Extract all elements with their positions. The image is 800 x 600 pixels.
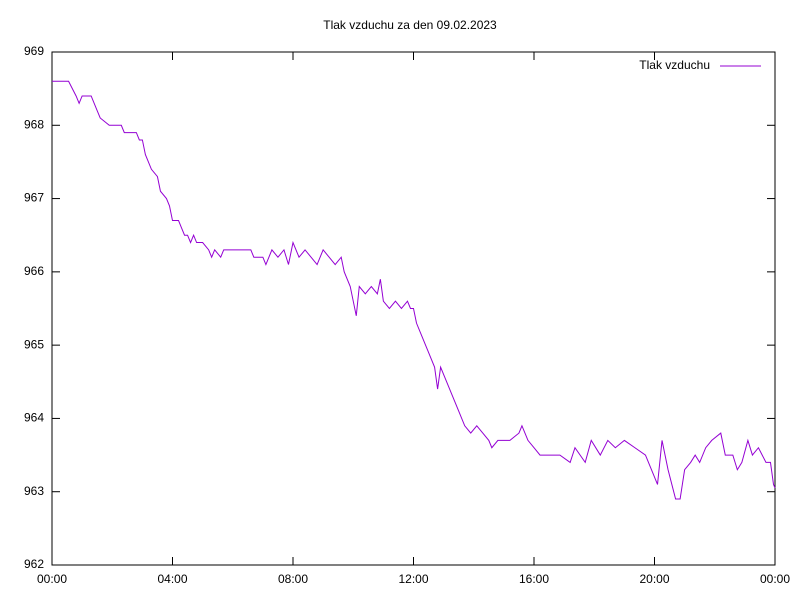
x-tick-label: 16:00 <box>519 572 549 586</box>
y-tick-label: 965 <box>24 337 44 351</box>
y-tick-label: 964 <box>24 411 44 425</box>
y-tick-label: 962 <box>24 557 44 571</box>
x-tick-label: 00:00 <box>760 572 790 586</box>
chart-title: Tlak vzduchu za den 09.02.2023 <box>323 18 497 32</box>
y-tick-label: 963 <box>24 484 44 498</box>
y-tick-label: 969 <box>24 44 44 58</box>
x-tick-label: 04:00 <box>157 572 187 586</box>
legend-label: Tlak vzduchu <box>639 58 710 72</box>
data-line <box>52 80 776 500</box>
y-tick-label: 968 <box>24 117 44 131</box>
x-tick-label: 12:00 <box>398 572 428 586</box>
x-tick-label: 08:00 <box>278 572 308 586</box>
y-tick-label: 967 <box>24 191 44 205</box>
y-tick-label: 966 <box>24 264 44 278</box>
x-tick-label: 20:00 <box>639 572 669 586</box>
x-tick-label: 00:00 <box>37 572 67 586</box>
